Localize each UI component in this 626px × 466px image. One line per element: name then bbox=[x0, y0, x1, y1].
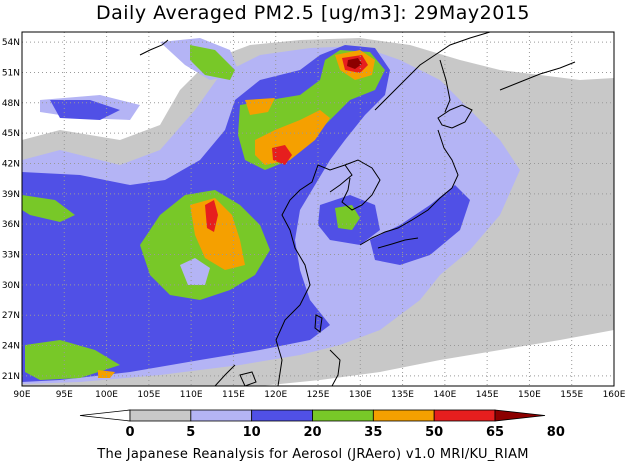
colorbar-label: 35 bbox=[364, 425, 382, 440]
latitude-label: 51N bbox=[2, 68, 20, 78]
level-50-north bbox=[245, 98, 275, 115]
latitude-labels: 54N 51N 48N 45N 42N 39N 36N 33N 30N 27N 24N 21N bbox=[2, 38, 20, 382]
colorbar-right-arrow bbox=[494, 409, 546, 422]
colorbar-swatch bbox=[190, 409, 253, 422]
colorbar: 0 5 10 20 35 50 65 80 bbox=[79, 409, 565, 440]
taiwan bbox=[314, 314, 323, 333]
longitude-label: 120E bbox=[264, 390, 287, 400]
colorbar-left-arrow bbox=[79, 409, 131, 422]
colorbar-swatch bbox=[372, 409, 435, 422]
colorbar-label: 50 bbox=[425, 425, 443, 440]
japan-shikoku-coast bbox=[377, 237, 419, 249]
hokkaido bbox=[437, 104, 473, 129]
hainan bbox=[239, 371, 257, 386]
colorbar-label: 5 bbox=[186, 425, 195, 440]
latitude-label: 27N bbox=[2, 311, 20, 321]
korea-coast bbox=[341, 159, 381, 211]
level-35-north bbox=[190, 45, 235, 80]
coastlines bbox=[139, 32, 576, 386]
concentration-field bbox=[22, 38, 614, 386]
colorbar-label: 20 bbox=[303, 425, 321, 440]
longitude-label: 135E bbox=[391, 390, 414, 400]
latitude-label: 30N bbox=[2, 281, 20, 291]
colorbar-swatch bbox=[312, 409, 374, 422]
kurils bbox=[499, 61, 576, 91]
level-80-northeast bbox=[347, 58, 362, 69]
latitude-label: 21N bbox=[2, 372, 20, 382]
colorbar-swatch bbox=[433, 409, 496, 422]
level-65-central bbox=[272, 145, 292, 165]
footer-credit: The Japanese Reanalysis for Aerosol (JRA… bbox=[97, 447, 529, 462]
longitude-label: 100E bbox=[95, 390, 118, 400]
longitude-label: 130E bbox=[349, 390, 372, 400]
colorbar-label: 0 bbox=[125, 425, 134, 440]
latitude-label: 45N bbox=[2, 129, 20, 139]
longitude-labels: 90E 95E 100E 105E 110E 115E 120E 125E 130E 135E 14… bbox=[13, 390, 625, 400]
plot-frame bbox=[21, 31, 615, 387]
longitude-label: 140E bbox=[433, 390, 456, 400]
low-value-hole bbox=[180, 258, 210, 285]
colorbar-swatch bbox=[251, 409, 313, 422]
philippines bbox=[329, 349, 341, 386]
level-35-south bbox=[25, 340, 120, 380]
japan-kyushu-honshu bbox=[359, 129, 459, 246]
russia-coast bbox=[374, 32, 491, 111]
level-20-northwest bbox=[50, 100, 120, 120]
grid-lines bbox=[22, 32, 614, 386]
colorbar-swatch bbox=[129, 409, 192, 422]
longitude-label: 115E bbox=[222, 390, 245, 400]
latitude-label: 54N bbox=[2, 38, 20, 48]
level-35-korea bbox=[335, 205, 360, 230]
latitude-label: 39N bbox=[2, 190, 20, 200]
level-35-west bbox=[22, 195, 75, 222]
latitude-label: 42N bbox=[2, 159, 20, 169]
colorbar-label: 80 bbox=[547, 425, 565, 440]
longitude-label: 95E bbox=[56, 390, 73, 400]
longitude-label: 155E bbox=[560, 390, 583, 400]
longitude-label: 110E bbox=[180, 390, 203, 400]
longitude-label: 125E bbox=[307, 390, 330, 400]
latitude-label: 48N bbox=[2, 99, 20, 109]
map-title: Daily Averaged PM2.5 [ug/m3]: 29May2015 bbox=[95, 2, 531, 24]
sakhalin bbox=[439, 59, 451, 113]
longitude-label: 105E bbox=[137, 390, 160, 400]
longitude-label: 160E bbox=[603, 390, 626, 400]
latitude-label: 33N bbox=[2, 251, 20, 261]
longitude-label: 150E bbox=[518, 390, 541, 400]
colorbar-label: 65 bbox=[486, 425, 504, 440]
latitude-label: 36N bbox=[2, 220, 20, 230]
level-50-southwest bbox=[190, 198, 245, 270]
baikal bbox=[139, 39, 169, 56]
colorbar-label: 10 bbox=[243, 425, 261, 440]
vietnam-coast bbox=[214, 364, 236, 386]
latitude-label: 24N bbox=[2, 342, 20, 352]
level-5-east-band bbox=[480, 95, 614, 240]
longitude-label: 145E bbox=[476, 390, 499, 400]
longitude-label: 90E bbox=[13, 390, 30, 400]
